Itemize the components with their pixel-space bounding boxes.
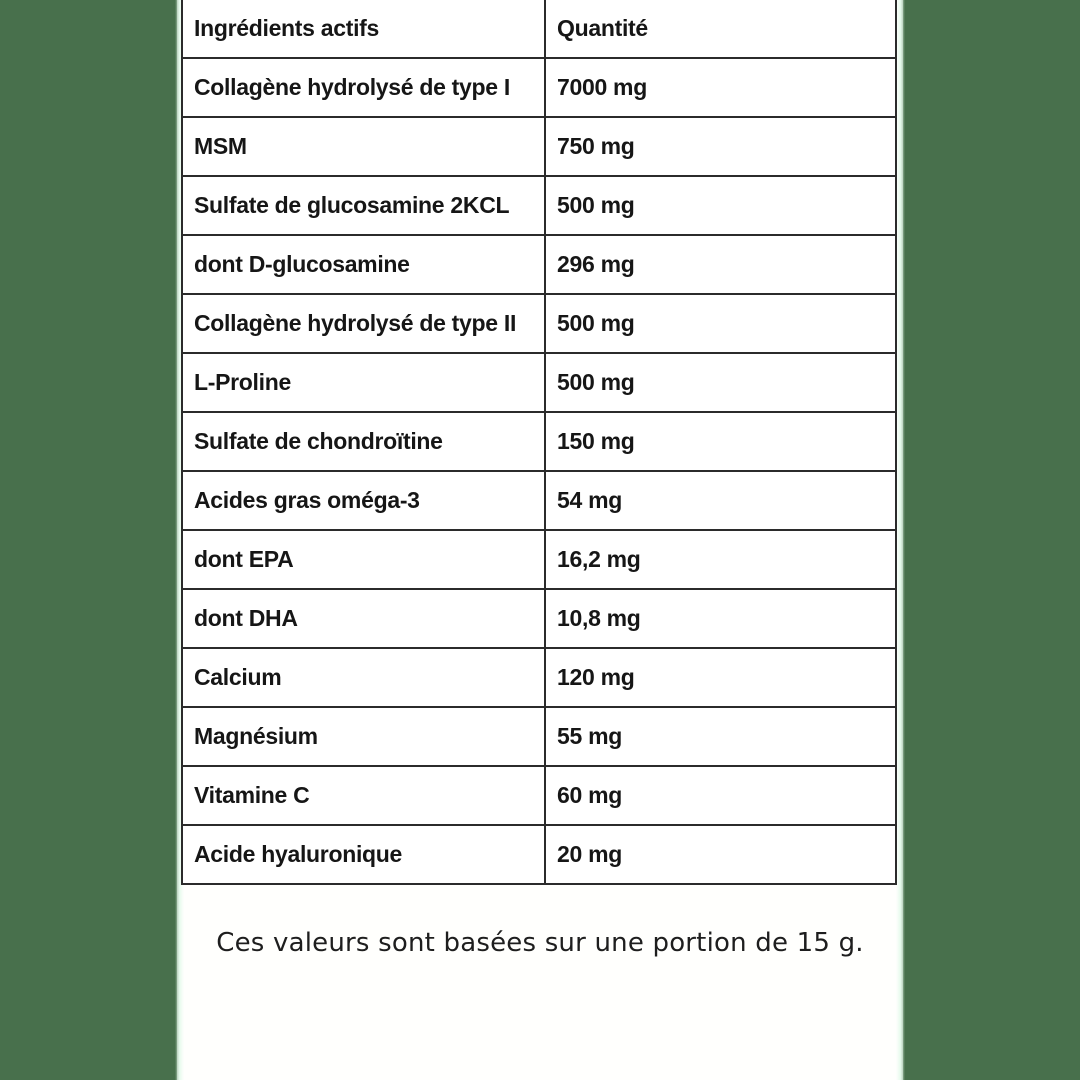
quantity-cell: 20 mg xyxy=(544,824,897,885)
table-row: Collagène hydrolysé de type I 7000 mg xyxy=(181,57,897,118)
ingredient-cell: L-Proline xyxy=(181,352,546,413)
ingredient-cell: Collagène hydrolysé de type II xyxy=(181,293,546,354)
table-row: dont DHA 10,8 mg xyxy=(181,588,897,649)
table-row: dont EPA 16,2 mg xyxy=(181,529,897,590)
ingredient-cell: Collagène hydrolysé de type I xyxy=(181,57,546,118)
ingredient-cell: Calcium xyxy=(181,647,546,708)
quantity-cell: 750 mg xyxy=(544,116,897,177)
quantity-cell: 500 mg xyxy=(544,175,897,236)
ingredient-cell: Vitamine C xyxy=(181,765,546,826)
table-row: Acides gras oméga-3 54 mg xyxy=(181,470,897,531)
ingredient-cell: Acide hyaluronique xyxy=(181,824,546,885)
quantity-cell: 16,2 mg xyxy=(544,529,897,590)
table-row: Magnésium 55 mg xyxy=(181,706,897,767)
ingredient-cell: dont EPA xyxy=(181,529,546,590)
table-row: MSM 750 mg xyxy=(181,116,897,177)
table-row: Sulfate de chondroïtine 150 mg xyxy=(181,411,897,472)
table-row: Calcium 120 mg xyxy=(181,647,897,708)
ingredient-cell: Acides gras oméga-3 xyxy=(181,470,546,531)
ingredient-cell: Sulfate de glucosamine 2KCL xyxy=(181,175,546,236)
ingredients-table: Ingrédients actifs Quantité Collagène hy… xyxy=(181,0,897,885)
header-ingredients: Ingrédients actifs xyxy=(181,0,546,59)
table-row: Collagène hydrolysé de type II 500 mg xyxy=(181,293,897,354)
quantity-cell: 500 mg xyxy=(544,352,897,413)
serving-size-note: Ces valeurs sont basées sur une portion … xyxy=(216,928,864,958)
quantity-cell: 296 mg xyxy=(544,234,897,295)
ingredient-cell: dont DHA xyxy=(181,588,546,649)
quantity-cell: 10,8 mg xyxy=(544,588,897,649)
table-row: dont D-glucosamine 296 mg xyxy=(181,234,897,295)
ingredient-cell: MSM xyxy=(181,116,546,177)
table-row: L-Proline 500 mg xyxy=(181,352,897,413)
ingredient-cell: Magnésium xyxy=(181,706,546,767)
table-row: Acide hyaluronique 20 mg xyxy=(181,824,897,885)
quantity-cell: 500 mg xyxy=(544,293,897,354)
quantity-cell: 54 mg xyxy=(544,470,897,531)
quantity-cell: 55 mg xyxy=(544,706,897,767)
ingredient-cell: dont D-glucosamine xyxy=(181,234,546,295)
table-header-row: Ingrédients actifs Quantité xyxy=(181,0,897,59)
quantity-cell: 7000 mg xyxy=(544,57,897,118)
quantity-cell: 120 mg xyxy=(544,647,897,708)
quantity-cell: 60 mg xyxy=(544,765,897,826)
table-row: Vitamine C 60 mg xyxy=(181,765,897,826)
quantity-cell: 150 mg xyxy=(544,411,897,472)
header-quantity: Quantité xyxy=(544,0,897,59)
table-row: Sulfate de glucosamine 2KCL 500 mg xyxy=(181,175,897,236)
ingredient-cell: Sulfate de chondroïtine xyxy=(181,411,546,472)
